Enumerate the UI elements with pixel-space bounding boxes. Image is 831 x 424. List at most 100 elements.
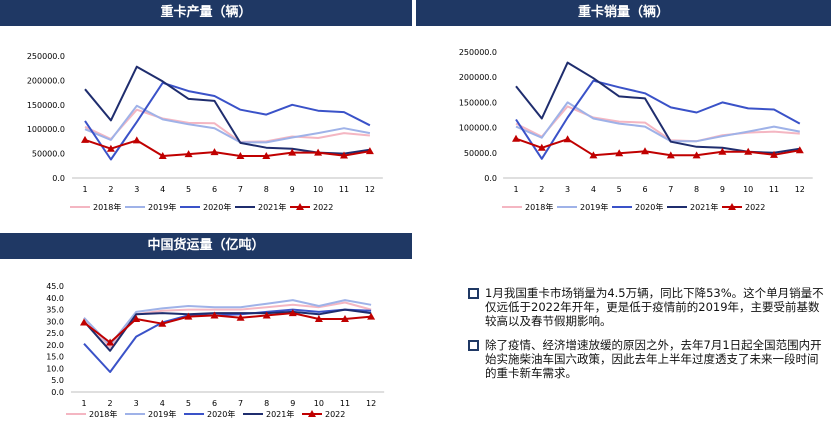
data-point-triangle xyxy=(666,151,675,159)
series-line xyxy=(515,79,801,160)
x-tick-label: 5 xyxy=(186,185,191,194)
legend-label: 2018年 xyxy=(93,202,121,212)
y-tick-label: 250000.0 xyxy=(459,48,497,57)
y-tick-label: 50000.0 xyxy=(32,150,65,159)
y-tick-label: 10.0 xyxy=(46,364,64,373)
data-point-triangle xyxy=(770,150,778,158)
series-line xyxy=(84,65,371,155)
y-tick-label: 50000.0 xyxy=(464,149,497,158)
series-line xyxy=(515,61,800,154)
data-point-triangle xyxy=(365,147,374,155)
x-tick-label: 10 xyxy=(743,185,753,194)
x-tick-label: 11 xyxy=(339,185,349,194)
data-point-triangle xyxy=(210,148,219,156)
y-tick-label: 150000.0 xyxy=(27,101,65,110)
data-point-triangle xyxy=(314,314,323,322)
legend-label: 2019年 xyxy=(580,202,608,212)
data-point-triangle xyxy=(81,135,89,143)
y-tick-label: 100000.0 xyxy=(27,125,65,134)
legend-marker-triangle xyxy=(308,410,316,417)
legend-label: 2020年 xyxy=(207,409,235,419)
data-point-triangle xyxy=(795,146,804,154)
x-tick-label: 12 xyxy=(366,399,376,408)
x-tick-label: 5 xyxy=(617,185,622,194)
x-tick-label: 12 xyxy=(795,185,805,194)
series-line xyxy=(84,138,371,157)
data-point-triangle xyxy=(210,311,219,319)
data-point-triangle xyxy=(641,147,649,155)
y-tick-label: 45.0 xyxy=(46,282,64,291)
legend-marker-triangle xyxy=(296,203,304,210)
x-tick-label: 10 xyxy=(313,185,323,194)
legend-label: 2022 xyxy=(313,203,333,212)
legend-label: 2021年 xyxy=(690,202,718,212)
y-tick-label: 30.0 xyxy=(46,317,64,326)
series-line xyxy=(515,137,800,157)
data-point-triangle xyxy=(512,134,520,142)
y-tick-label: 20.0 xyxy=(46,341,64,350)
legend-label: 2022 xyxy=(745,203,765,212)
x-tick-label: 6 xyxy=(212,185,217,194)
note-text: 1月我国重卡市场销量为4.5万辆，同比下降53%。这个单月销量不仅远低于2022… xyxy=(485,286,824,328)
data-point-triangle xyxy=(236,152,245,160)
data-point-triangle xyxy=(80,318,88,326)
y-tick-label: 0.0 xyxy=(52,174,65,183)
x-tick-label: 7 xyxy=(238,399,243,408)
data-point-triangle xyxy=(563,135,572,143)
legend-label: 2018年 xyxy=(89,409,117,419)
data-point-triangle xyxy=(262,152,271,160)
legend-label: 2021年 xyxy=(258,202,286,212)
y-tick-label: 150000.0 xyxy=(459,98,497,107)
data-point-triangle xyxy=(132,136,141,144)
chart-title-sales: 重卡销量（辆） xyxy=(416,0,831,26)
data-point-triangle xyxy=(288,148,297,156)
x-tick-label: 6 xyxy=(642,185,647,194)
data-point-triangle xyxy=(158,152,167,160)
freight-chart: 0.05.010.015.020.025.030.035.040.045.01 2… xyxy=(46,282,385,419)
x-tick-label: 1 xyxy=(81,399,86,408)
y-tick-label: 40.0 xyxy=(46,294,64,303)
legend-label: 2019年 xyxy=(148,409,176,419)
data-point-triangle xyxy=(341,314,349,322)
x-tick-label: 12 xyxy=(365,185,375,194)
data-point-triangle xyxy=(288,309,297,317)
y-tick-label: 250000.0 xyxy=(27,52,65,61)
data-point-triangle xyxy=(106,338,115,346)
x-tick-label: 3 xyxy=(565,185,570,194)
x-tick-label: 7 xyxy=(668,185,673,194)
square-bullet-icon xyxy=(468,288,479,299)
legend-label: 2021年 xyxy=(266,409,294,419)
x-tick-label: 2 xyxy=(539,185,544,194)
y-tick-label: 25.0 xyxy=(46,329,64,338)
x-tick-label: 4 xyxy=(160,185,165,194)
x-tick-label: 3 xyxy=(134,399,139,408)
series-line xyxy=(84,104,371,144)
legend-label: 2018年 xyxy=(525,202,553,212)
y-tick-label: 0.0 xyxy=(484,174,497,183)
data-point-triangle xyxy=(314,148,323,156)
x-tick-label: 11 xyxy=(769,185,779,194)
y-tick-label: 0.0 xyxy=(51,388,64,397)
chart-title-production: 重卡产量（辆） xyxy=(0,0,412,26)
data-point-triangle xyxy=(367,312,376,320)
y-tick-label: 5.0 xyxy=(51,376,64,385)
y-tick-label: 200000.0 xyxy=(459,73,497,82)
y-tick-label: 200000.0 xyxy=(27,76,65,85)
commentary: 1月我国重卡市场销量为4.5万辆，同比下降53%。这个单月销量不仅远低于2022… xyxy=(468,286,828,390)
x-tick-label: 8 xyxy=(694,185,699,194)
note-item: 1月我国重卡市场销量为4.5万辆，同比下降53%。这个单月销量不仅远低于2022… xyxy=(468,286,828,328)
x-tick-label: 2 xyxy=(108,399,113,408)
x-tick-label: 5 xyxy=(186,399,191,408)
data-point-triangle xyxy=(744,147,753,155)
data-point-triangle xyxy=(615,149,624,157)
series-line xyxy=(83,308,372,352)
legend-label: 2020年 xyxy=(203,202,231,212)
y-tick-label: 15.0 xyxy=(46,353,64,362)
data-point-triangle xyxy=(262,311,271,319)
x-tick-label: 9 xyxy=(290,185,295,194)
legend-label: 2022 xyxy=(325,410,345,419)
y-tick-label: 35.0 xyxy=(46,306,64,315)
series-line xyxy=(83,312,372,344)
x-tick-label: 8 xyxy=(264,399,269,408)
production-chart: 0.0 50000.0 100000.0 150000.0 200000.0 250000… xyxy=(27,52,383,212)
